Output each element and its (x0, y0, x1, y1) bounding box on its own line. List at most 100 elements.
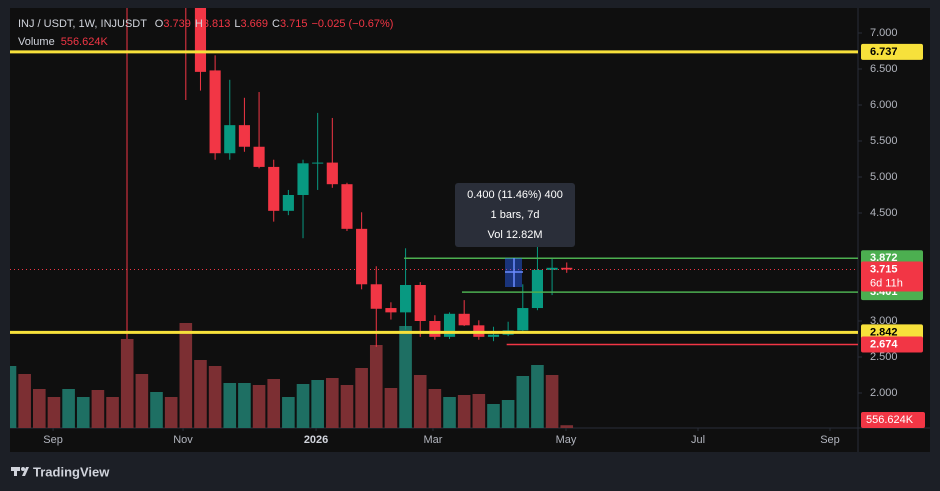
ohlc-letter: C (272, 18, 280, 30)
candle-body (268, 166, 280, 211)
y-tick-label: 4.500 (870, 207, 898, 219)
volume-bar (194, 360, 207, 428)
volume-bar (179, 323, 193, 428)
y-tick-label: 7.000 (870, 27, 898, 39)
volume-bar (18, 374, 31, 428)
volume-bar (311, 380, 324, 428)
tooltip-line: 1 bars, 7d (491, 209, 540, 221)
candle-body (458, 313, 470, 326)
volume-bar (208, 366, 222, 428)
volume-bar (164, 397, 178, 428)
volume-bar (443, 397, 456, 428)
candle-body (531, 269, 544, 309)
candle-body (209, 70, 221, 154)
price-label-box (861, 324, 923, 341)
volume-bar (531, 365, 544, 428)
volume-bar (472, 394, 486, 428)
measure-tooltip (455, 183, 575, 247)
ohlc-value: 3.715 (280, 18, 308, 30)
candle-body (517, 308, 529, 331)
volume-bar (355, 368, 368, 428)
y-tick-label: 5.500 (870, 135, 898, 147)
volume-bar (47, 397, 61, 428)
volume-header: Volume 556.624K (18, 36, 108, 48)
volume-label-box (861, 412, 925, 428)
x-tick-label: May (556, 434, 577, 446)
ohlc-value: 3.813 (203, 18, 231, 30)
candle-body (429, 321, 441, 337)
change: −0.025 (−0.67%) (311, 18, 393, 30)
volume-bar (91, 390, 105, 428)
volume-bar (252, 385, 266, 428)
volume-bar (501, 400, 515, 428)
volume-bar (135, 374, 149, 428)
volume-bar (120, 339, 134, 428)
volume-bar (62, 389, 75, 428)
ohlc-value: 3.669 (240, 18, 268, 30)
x-tick-label: 2026 (304, 434, 328, 446)
volume-bar (150, 392, 163, 428)
y-tick-label: 6.500 (870, 63, 898, 75)
price-label: 2.842 (870, 326, 898, 338)
candle-body (194, 8, 207, 72)
candle-body (312, 162, 324, 164)
price-label-box (861, 336, 923, 353)
candle-body (326, 162, 338, 185)
volume-bar (238, 383, 251, 428)
logo (11, 467, 29, 476)
candle-body (370, 284, 382, 309)
volume-bar (340, 385, 354, 428)
y-tick-label: 2.500 (870, 351, 898, 363)
tooltip-line: Vol 12.82M (487, 229, 542, 241)
price-label-box (861, 261, 923, 292)
ohlc-letter: H (195, 18, 203, 30)
volume-bar (560, 425, 574, 428)
candle-body (385, 308, 397, 313)
volume-value: 556.624K (61, 36, 109, 48)
volume-bar (33, 389, 46, 428)
volume-bar (413, 375, 427, 428)
x-tick-label: Sep (43, 434, 63, 446)
brand: TradingView (33, 464, 110, 479)
volume-bar (296, 384, 310, 428)
candle-body (238, 125, 250, 147)
volume-bar (545, 375, 559, 428)
x-tick-label: Jul (691, 434, 705, 446)
volume-bar (10, 366, 17, 428)
ohlc-letter: L (234, 18, 240, 30)
volume-bar (326, 378, 339, 428)
candle-body (224, 125, 236, 154)
x-tick-label: Sep (820, 434, 840, 446)
volume-bar (369, 345, 383, 428)
candle-body (341, 184, 353, 229)
volume-bar (267, 379, 281, 428)
candle-body (443, 313, 456, 337)
price-label-box (861, 43, 923, 60)
symbol: INJ / USDT, 1W, INJUSDT (18, 18, 147, 30)
candle-body (546, 267, 558, 270)
volume-bar (428, 389, 442, 428)
candle-body (487, 334, 500, 337)
y-tick-label: 6.000 (870, 99, 898, 111)
candle-body (400, 284, 412, 313)
price-label: 2.674 (870, 338, 898, 350)
candle-body (297, 163, 309, 195)
candle-body (414, 284, 426, 322)
price-label: 3.872 (870, 252, 898, 264)
volume-bar (384, 388, 398, 428)
volume-bar (487, 404, 500, 428)
volume-bar (76, 397, 90, 428)
overlay: 0.400 (11.46%) 400 1 bars, 7d Vol 12.82M… (455, 43, 925, 428)
x-tick-label: Nov (173, 434, 193, 446)
x-tick-label: Mar (423, 434, 442, 446)
y-tick-label: 2.000 (870, 387, 898, 399)
ohlc-letter: O (155, 18, 164, 30)
header: INJ / USDT, 1W, INJUSDT O3.739 H3.813 L3.66… (18, 18, 393, 30)
countdown: 6d 11h (870, 277, 903, 289)
volume-bar (399, 326, 412, 428)
tooltip-line: 0.400 (11.46%) 400 (467, 189, 563, 201)
volume-bar (223, 383, 237, 428)
volume-title: Volume (18, 36, 55, 48)
